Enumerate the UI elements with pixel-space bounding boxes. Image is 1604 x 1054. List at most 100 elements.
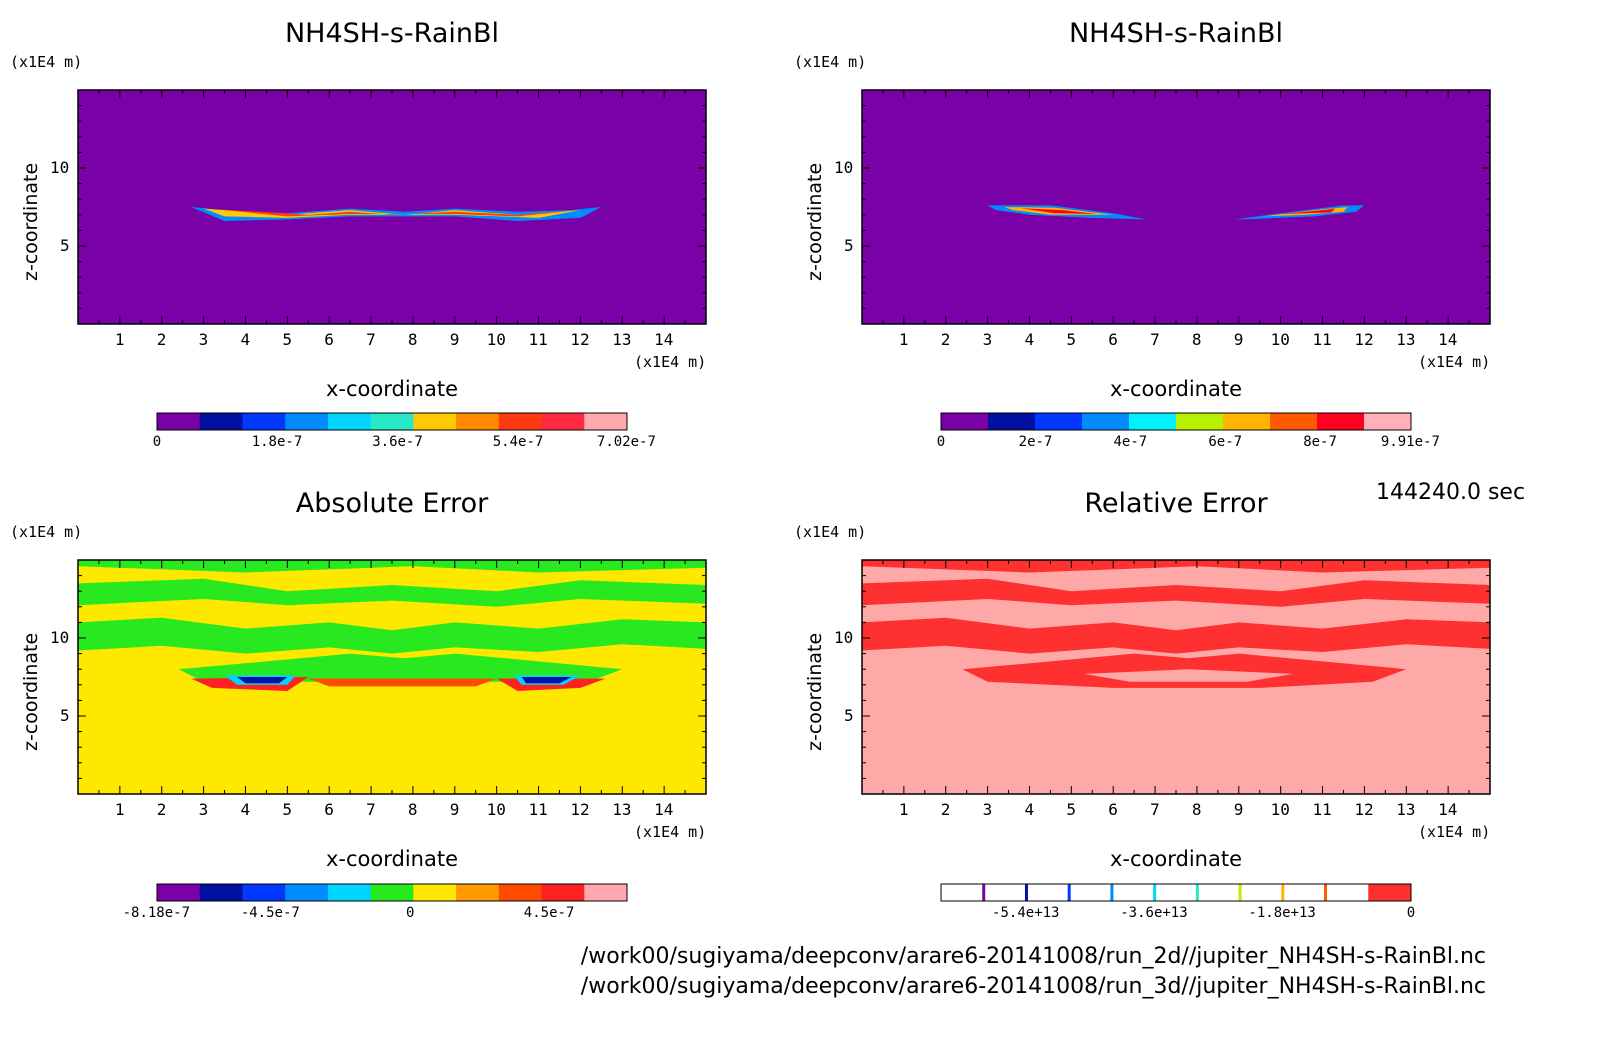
- x-tick-label: 8: [1191, 800, 1202, 819]
- contour-blue-right: [521, 677, 572, 684]
- contour-top-strip: [862, 560, 1490, 573]
- colorbar-segment: [988, 413, 1036, 430]
- colorbar-segment: [1325, 884, 1369, 901]
- x-tick-label: 7: [366, 330, 376, 349]
- colorbar-frame: [156, 412, 628, 431]
- colorbar-tick-label: 4.5e-7: [523, 905, 575, 921]
- x-tick-label: 4: [1024, 330, 1035, 349]
- contour-band: [191, 207, 602, 221]
- x-tick-label: 8: [407, 330, 418, 349]
- x-tick-label: 11: [528, 330, 548, 349]
- colorbar-segment: [1111, 884, 1156, 901]
- plot-frame: [861, 559, 1491, 795]
- colorbar-segment: [941, 884, 985, 901]
- contour-left-core: [1021, 208, 1097, 214]
- contour-low-band: [962, 653, 1407, 688]
- colorbar-frame: [940, 412, 1412, 431]
- x-tick-label: 1: [114, 330, 125, 349]
- colorbar-tick-label: 0: [152, 434, 162, 450]
- panel-title: NH4SH-s-RainBl: [284, 18, 500, 49]
- colorbar-segment: [1082, 413, 1130, 430]
- x-tick-label: 6: [324, 330, 334, 349]
- colorbar-tick-label: 8e-7: [1303, 434, 1337, 450]
- x-axis-label: x-coordinate: [1109, 377, 1242, 401]
- colorbar-segment: [584, 413, 628, 430]
- colorbar-segment: [1282, 884, 1327, 901]
- x-tick-label: 9: [1233, 800, 1244, 819]
- colorbar-tick-label: 1.8e-7: [251, 434, 303, 450]
- colorbar-tick-label: 4e-7: [1113, 434, 1148, 450]
- colorbar-segment: [413, 884, 457, 901]
- x-unit-label: (x1E4 m): [1418, 353, 1491, 371]
- colorbar-tick-label: 3.6e-7: [372, 434, 423, 450]
- colorbar-frame: [940, 883, 1412, 902]
- y-axis-label: z-coordinate: [20, 632, 42, 751]
- colorbar-segment: [413, 413, 457, 430]
- colorbar-segment: [498, 413, 543, 430]
- colorbar-tick-label: 0: [936, 434, 946, 450]
- contour-red-right: [496, 678, 606, 691]
- y-axis-label: z-coordinate: [20, 162, 42, 281]
- colorbar-segment: [983, 884, 1027, 901]
- x-tick-label: 5: [282, 330, 292, 349]
- plot-frame: [861, 89, 1491, 325]
- contour-inner-hole: [1083, 669, 1294, 682]
- colorbar-frame: [156, 883, 628, 902]
- contour-upper-band: [78, 578, 706, 607]
- x-tick-label: 13: [1396, 800, 1416, 819]
- colorbar-segment: [370, 884, 414, 901]
- colorbar-segment: [456, 413, 500, 430]
- x-tick-label: 7: [1150, 330, 1160, 349]
- contour-left-mid: [1004, 207, 1114, 215]
- contour-blue-left-outer: [224, 675, 296, 685]
- x-tick-label: 7: [1150, 800, 1160, 819]
- colorbar-segment: [1026, 884, 1070, 901]
- panel-title: Absolute Error: [295, 488, 489, 519]
- colorbar-tick-label: -5.4e+13: [992, 905, 1060, 921]
- colorbar-segment: [584, 884, 628, 901]
- x-tick-label: 3: [198, 800, 209, 819]
- y-axis-label: z-coordinate: [804, 162, 826, 281]
- x-tick-label: 9: [1233, 330, 1244, 349]
- y-tick-label: 5: [60, 236, 70, 255]
- contour-top-strip: [78, 560, 706, 573]
- colorbar-segment: [157, 884, 201, 901]
- colorbar-segment: [541, 884, 585, 901]
- x-tick-label: 2: [156, 800, 167, 819]
- colorbar-tick-label: -3.6e+13: [1120, 905, 1188, 921]
- time-label: 144240.0 sec: [1376, 480, 1526, 505]
- file-path-3d: /work00/sugiyama/deepconv/arare6-2014100…: [580, 974, 1486, 999]
- colorbar-segment: [1176, 413, 1224, 430]
- colorbar-segment: [1368, 884, 1412, 901]
- colorbar-tick-label: 0: [405, 905, 415, 921]
- x-tick-label: 10: [1270, 330, 1290, 349]
- x-tick-label: 12: [570, 330, 590, 349]
- x-tick-label: 2: [940, 330, 951, 349]
- x-tick-label: 10: [1270, 800, 1290, 819]
- x-tick-label: 5: [1066, 330, 1076, 349]
- y-tick-label: 10: [50, 158, 70, 177]
- x-tick-label: 8: [407, 800, 418, 819]
- plot-frame: [77, 89, 707, 325]
- colorbar-tick-label: -8.18e-7: [122, 905, 191, 921]
- colorbar-segment: [1223, 413, 1271, 430]
- x-unit-label: (x1E4 m): [634, 353, 707, 371]
- colorbar-tick-label: 0: [1406, 905, 1416, 921]
- x-tick-label: 1: [898, 330, 909, 349]
- x-unit-label: (x1E4 m): [1418, 823, 1491, 841]
- colorbar-segment: [1364, 413, 1412, 430]
- contour-mid-band: [862, 617, 1490, 654]
- x-tick-label: 14: [1438, 800, 1458, 819]
- x-axis-label: x-coordinate: [325, 847, 458, 871]
- colorbar-tick-label: -1.8e+13: [1248, 905, 1316, 921]
- x-tick-label: 4: [1024, 800, 1035, 819]
- colorbar-segment: [285, 413, 329, 430]
- contour-right-core: [1280, 208, 1336, 214]
- y-tick-label: 5: [60, 706, 70, 725]
- x-tick-label: 14: [654, 330, 674, 349]
- colorbar-segment: [541, 413, 585, 430]
- x-tick-label: 6: [1108, 330, 1118, 349]
- y-tick-label: 10: [50, 628, 70, 647]
- x-tick-label: 11: [1312, 800, 1332, 819]
- colorbar-segment: [498, 884, 543, 901]
